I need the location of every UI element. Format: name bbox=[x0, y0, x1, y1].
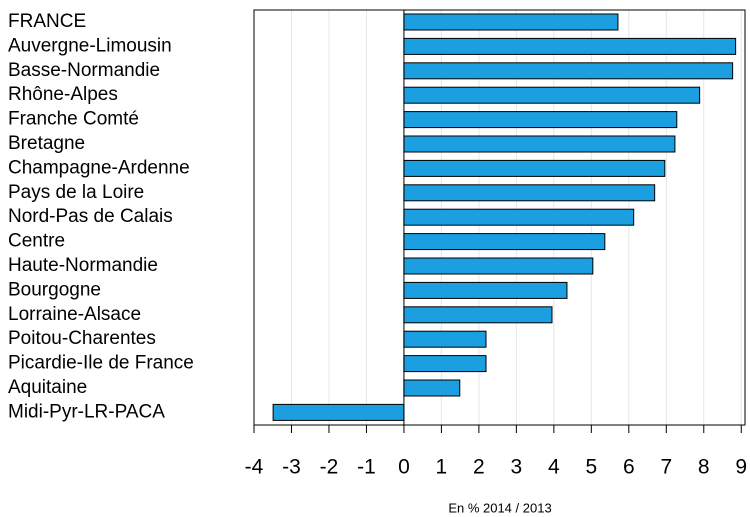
category-label: Bourgogne bbox=[8, 279, 101, 300]
bar bbox=[403, 379, 461, 397]
bar bbox=[403, 86, 701, 104]
x-tick-label: 3 bbox=[511, 456, 523, 479]
x-tick-label: 2 bbox=[473, 456, 485, 479]
category-label: Rhône-Alpes bbox=[8, 84, 118, 105]
x-tick-label: 9 bbox=[735, 456, 747, 479]
category-label: Nord-Pas de Calais bbox=[8, 206, 173, 227]
bar bbox=[403, 257, 594, 275]
category-label: Midi-Pyr-LR-PACA bbox=[8, 401, 165, 422]
category-label: Picardie-Ile de France bbox=[8, 353, 194, 374]
category-label: Lorraine-Alsace bbox=[8, 304, 141, 325]
category-label: Haute-Normandie bbox=[8, 255, 158, 276]
x-tick-label: 5 bbox=[585, 456, 597, 479]
x-tick-label: 0 bbox=[398, 456, 410, 479]
x-tick-label: 8 bbox=[698, 456, 710, 479]
x-tick-label: 6 bbox=[623, 456, 635, 479]
category-label: Aquitaine bbox=[8, 377, 87, 398]
bar bbox=[403, 184, 656, 202]
x-tick-label: -4 bbox=[245, 456, 264, 479]
x-tick-label: 7 bbox=[660, 456, 672, 479]
x-tick-label: -2 bbox=[320, 456, 339, 479]
category-label: Pays de la Loire bbox=[8, 182, 144, 203]
bar bbox=[403, 306, 553, 324]
bar bbox=[403, 281, 568, 299]
plot-frame bbox=[253, 9, 746, 426]
bar bbox=[403, 233, 606, 251]
bar bbox=[403, 111, 678, 129]
bar bbox=[403, 208, 635, 226]
category-label: Franche Comté bbox=[8, 109, 139, 130]
x-tick-label: -3 bbox=[282, 456, 301, 479]
bar bbox=[403, 355, 487, 373]
x-tick-label: 1 bbox=[436, 456, 448, 479]
bar bbox=[272, 403, 405, 421]
x-tick-label: -1 bbox=[357, 456, 376, 479]
category-label: Centre bbox=[8, 231, 65, 252]
x-tick-label: 4 bbox=[548, 456, 560, 479]
category-label: Bretagne bbox=[8, 133, 85, 154]
category-label: Poitou-Charentes bbox=[8, 328, 156, 349]
category-label: FRANCE bbox=[8, 11, 86, 32]
bar bbox=[403, 62, 734, 80]
bar bbox=[403, 13, 619, 31]
bar bbox=[403, 330, 487, 348]
bar bbox=[403, 159, 666, 177]
category-label: Champagne-Ardenne bbox=[8, 157, 190, 178]
x-axis-label: En % 2014 / 2013 bbox=[448, 500, 551, 515]
bar bbox=[403, 135, 676, 153]
category-label: Auvergne-Limousin bbox=[8, 35, 172, 56]
bar bbox=[403, 37, 737, 55]
category-label: Basse-Normandie bbox=[8, 60, 160, 81]
